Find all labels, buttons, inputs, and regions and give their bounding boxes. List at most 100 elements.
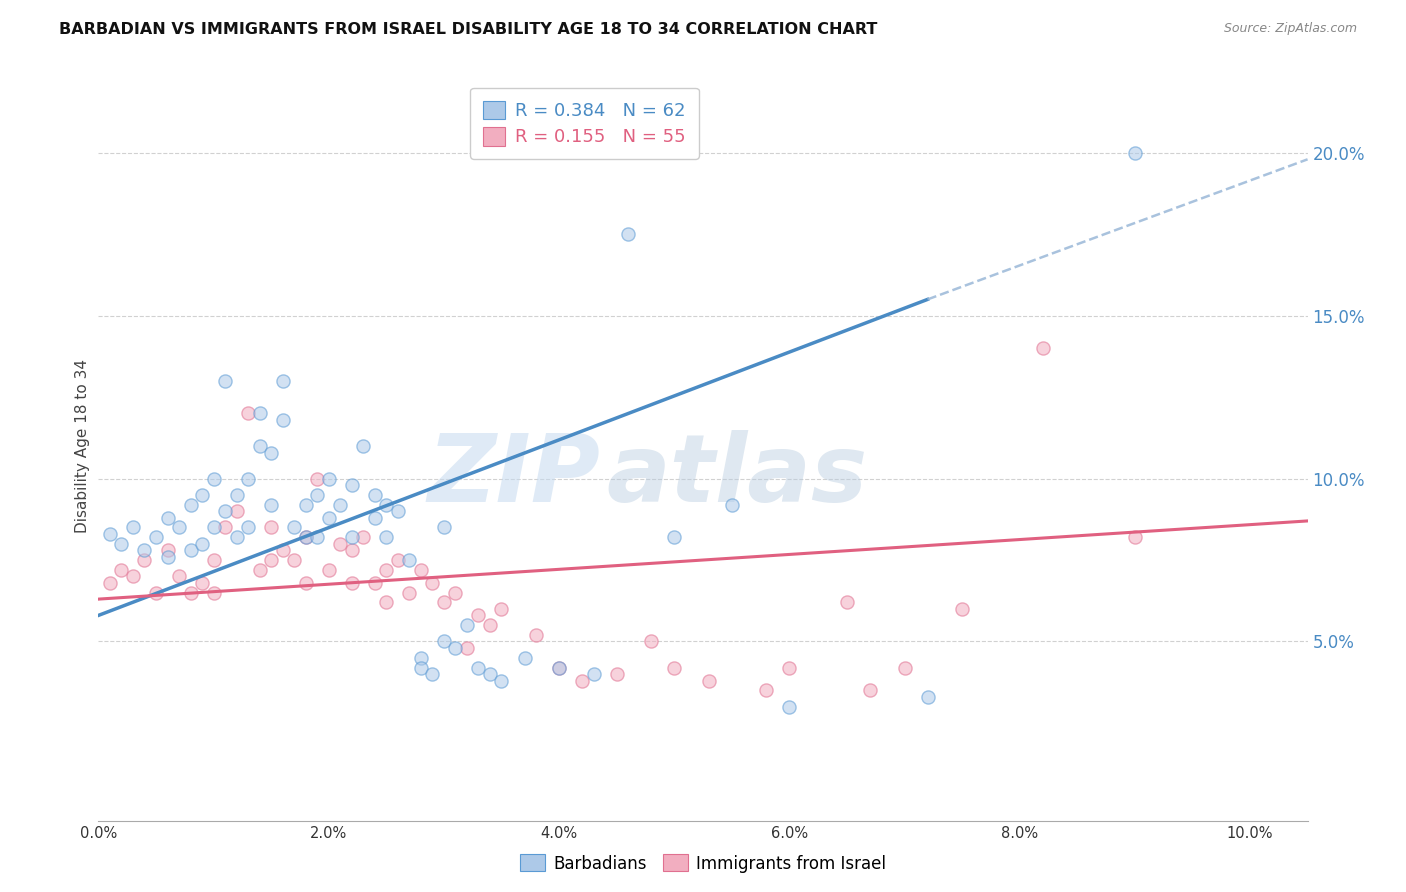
Point — [433, 520, 456, 534]
Point — [422, 575, 444, 590]
Point — [191, 537, 214, 551]
Point — [606, 667, 628, 681]
Point — [156, 543, 179, 558]
Point — [110, 537, 132, 551]
Point — [329, 498, 352, 512]
Point — [167, 569, 190, 583]
Legend: Barbadians, Immigrants from Israel: Barbadians, Immigrants from Israel — [513, 847, 893, 880]
Point — [456, 618, 478, 632]
Point — [307, 472, 329, 486]
Point — [318, 472, 340, 486]
Point — [720, 498, 742, 512]
Point — [214, 504, 236, 518]
Point — [456, 640, 478, 655]
Point — [950, 602, 973, 616]
Point — [283, 520, 305, 534]
Point — [513, 650, 536, 665]
Point — [548, 660, 571, 674]
Text: Source: ZipAtlas.com: Source: ZipAtlas.com — [1223, 22, 1357, 36]
Point — [364, 510, 387, 524]
Point — [307, 530, 329, 544]
Y-axis label: Disability Age 18 to 34: Disability Age 18 to 34 — [75, 359, 90, 533]
Point — [110, 563, 132, 577]
Point — [122, 520, 145, 534]
Point — [249, 406, 271, 420]
Point — [697, 673, 720, 688]
Point — [202, 553, 225, 567]
Point — [375, 563, 398, 577]
Point — [778, 699, 800, 714]
Point — [664, 660, 686, 674]
Point — [260, 498, 283, 512]
Point — [444, 585, 467, 599]
Point — [491, 673, 513, 688]
Point — [98, 527, 121, 541]
Point — [617, 227, 640, 242]
Point — [318, 563, 340, 577]
Point — [225, 504, 247, 518]
Point — [260, 553, 283, 567]
Point — [409, 650, 432, 665]
Point — [375, 530, 398, 544]
Point — [156, 510, 179, 524]
Text: atlas: atlas — [606, 430, 868, 522]
Point — [893, 660, 915, 674]
Point — [214, 374, 236, 388]
Point — [1032, 341, 1054, 355]
Point — [260, 445, 283, 459]
Point — [444, 640, 467, 655]
Point — [271, 374, 294, 388]
Point — [409, 660, 432, 674]
Text: ZIP: ZIP — [427, 430, 600, 522]
Point — [409, 563, 432, 577]
Point — [225, 530, 247, 544]
Point — [433, 634, 456, 648]
Point — [778, 660, 800, 674]
Point — [294, 530, 316, 544]
Point — [236, 520, 259, 534]
Point — [202, 472, 225, 486]
Point — [156, 549, 179, 564]
Point — [433, 595, 456, 609]
Point — [387, 504, 409, 518]
Legend: R = 0.384   N = 62, R = 0.155   N = 55: R = 0.384 N = 62, R = 0.155 N = 55 — [470, 88, 699, 159]
Point — [294, 498, 316, 512]
Point — [180, 585, 202, 599]
Point — [236, 406, 259, 420]
Point — [859, 683, 882, 698]
Point — [249, 439, 271, 453]
Point — [664, 530, 686, 544]
Point — [340, 530, 363, 544]
Point — [167, 520, 190, 534]
Point — [294, 575, 316, 590]
Point — [340, 575, 363, 590]
Point — [1123, 530, 1146, 544]
Point — [364, 575, 387, 590]
Point — [134, 543, 156, 558]
Point — [582, 667, 605, 681]
Point — [249, 563, 271, 577]
Point — [340, 478, 363, 492]
Point — [225, 488, 247, 502]
Point — [352, 439, 374, 453]
Point — [640, 634, 662, 648]
Point — [478, 618, 501, 632]
Point — [145, 585, 167, 599]
Point — [214, 520, 236, 534]
Point — [191, 575, 214, 590]
Point — [375, 498, 398, 512]
Point — [307, 488, 329, 502]
Point — [478, 667, 501, 681]
Point — [398, 553, 420, 567]
Point — [398, 585, 420, 599]
Point — [352, 530, 374, 544]
Point — [467, 660, 489, 674]
Point — [294, 530, 316, 544]
Point — [1123, 145, 1146, 160]
Point — [122, 569, 145, 583]
Point — [236, 472, 259, 486]
Point — [375, 595, 398, 609]
Point — [548, 660, 571, 674]
Point — [835, 595, 858, 609]
Point — [340, 543, 363, 558]
